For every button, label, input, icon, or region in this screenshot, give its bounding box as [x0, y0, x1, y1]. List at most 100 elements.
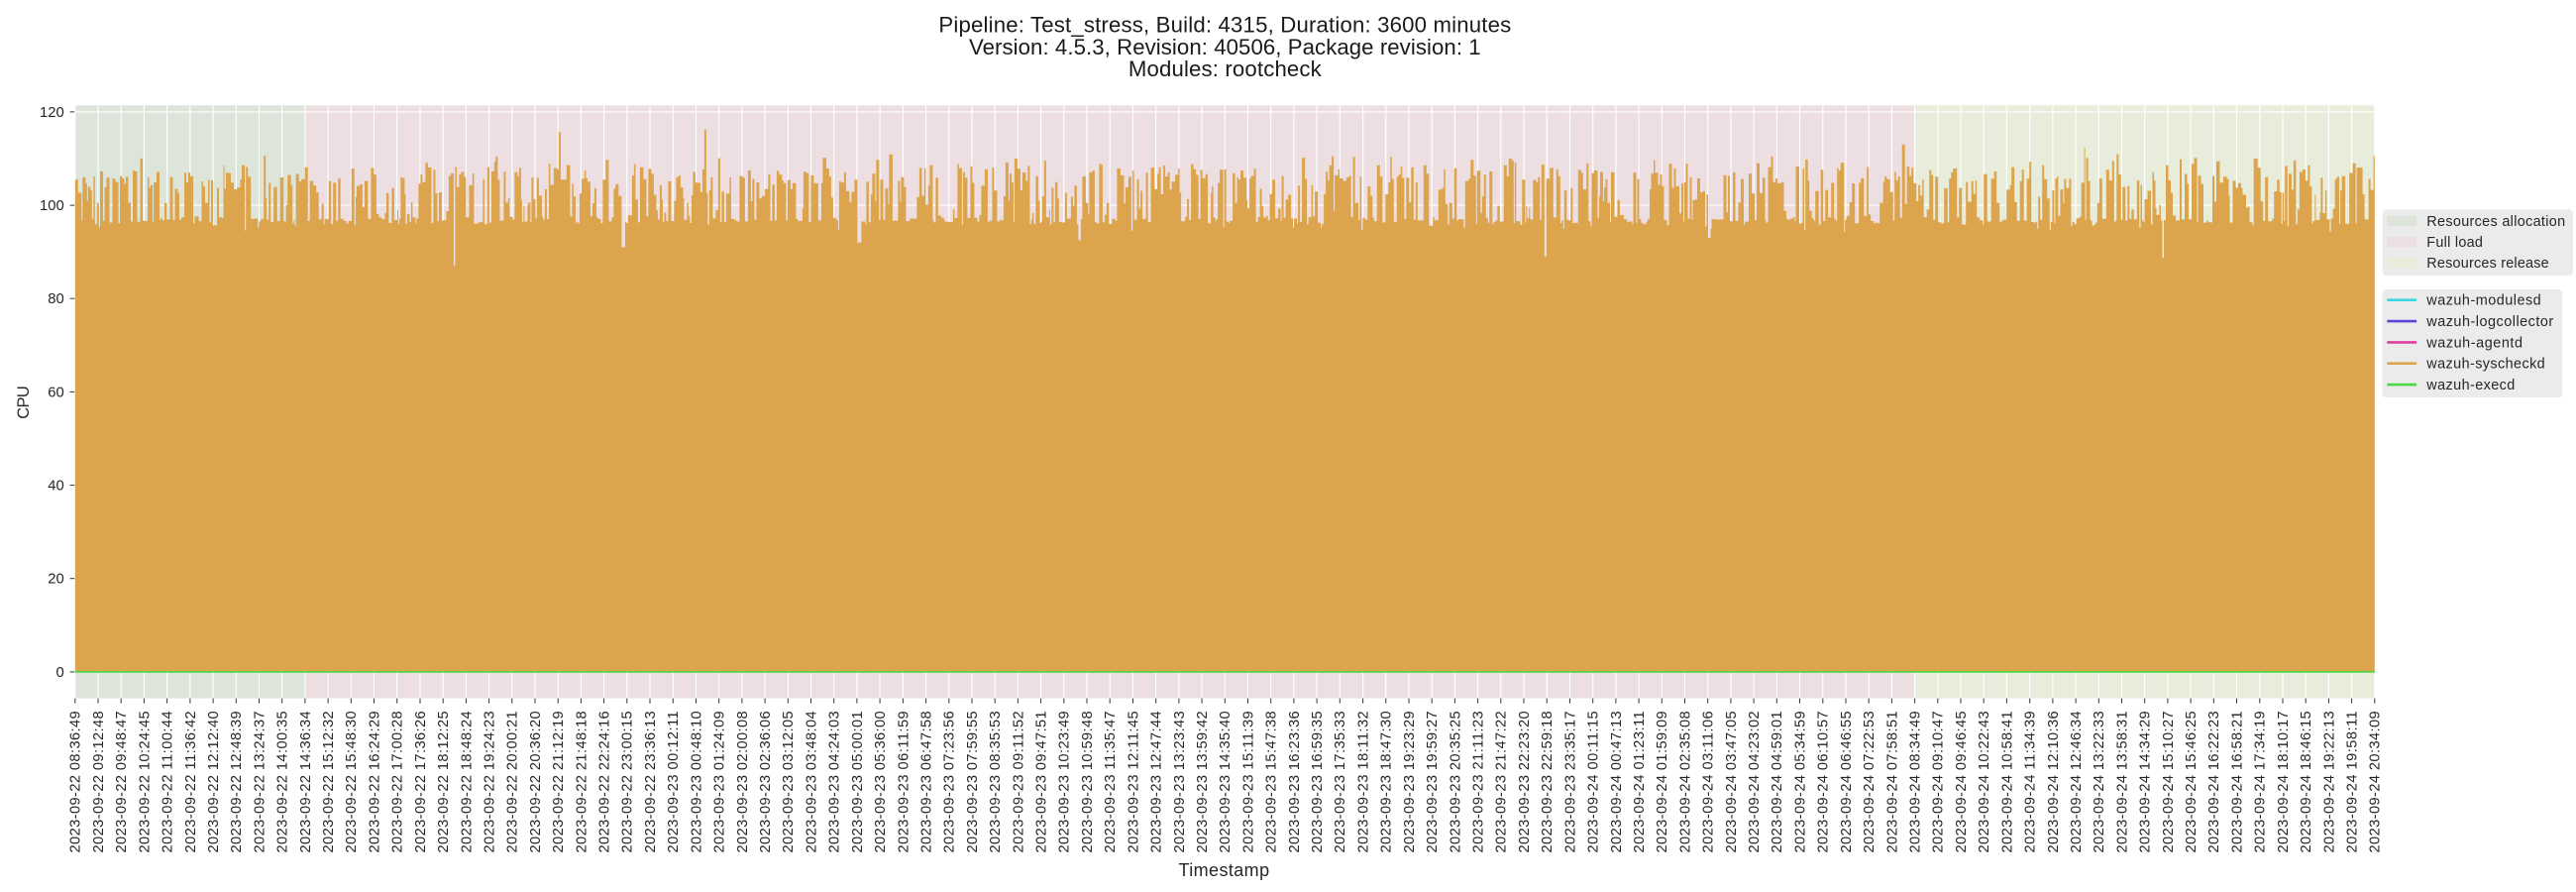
svg-text:2023-09-24 10:58:41: 2023-09-24 10:58:41	[1999, 711, 2015, 852]
svg-text:2023-09-23 01:24:09: 2023-09-23 01:24:09	[712, 711, 728, 852]
svg-text:2023-09-24 03:47:05: 2023-09-24 03:47:05	[1724, 711, 1740, 852]
svg-text:2023-09-24 16:22:23: 2023-09-24 16:22:23	[2206, 711, 2222, 852]
svg-text:2023-09-24 06:10:57: 2023-09-24 06:10:57	[1816, 711, 1832, 852]
svg-text:2023-09-23 19:23:29: 2023-09-23 19:23:29	[1402, 711, 1418, 852]
svg-text:60: 60	[48, 385, 63, 400]
svg-text:2023-09-24 01:23:11: 2023-09-24 01:23:11	[1632, 711, 1648, 852]
svg-text:CPU: CPU	[15, 386, 33, 419]
svg-text:2023-09-22 14:00:35: 2023-09-22 14:00:35	[275, 711, 291, 852]
svg-text:2023-09-23 07:59:55: 2023-09-23 07:59:55	[965, 711, 981, 852]
svg-text:2023-09-22 12:48:39: 2023-09-22 12:48:39	[229, 711, 245, 852]
svg-text:2023-09-23 22:59:18: 2023-09-23 22:59:18	[1540, 711, 1556, 852]
svg-text:2023-09-24 09:10:47: 2023-09-24 09:10:47	[1931, 711, 1947, 852]
svg-text:2023-09-23 15:47:38: 2023-09-23 15:47:38	[1264, 711, 1280, 852]
svg-text:2023-09-23 15:11:39: 2023-09-23 15:11:39	[1240, 711, 1256, 852]
svg-text:2023-09-22 18:12:25: 2023-09-22 18:12:25	[436, 711, 452, 852]
svg-text:2023-09-22 20:36:20: 2023-09-22 20:36:20	[528, 711, 544, 852]
svg-text:2023-09-24 15:46:25: 2023-09-24 15:46:25	[2184, 711, 2200, 852]
svg-text:2023-09-23 21:47:22: 2023-09-23 21:47:22	[1494, 711, 1510, 852]
svg-text:Resources allocation: Resources allocation	[2426, 214, 2565, 230]
svg-text:2023-09-23 00:12:11: 2023-09-23 00:12:11	[666, 711, 682, 852]
svg-text:2023-09-23 03:48:04: 2023-09-23 03:48:04	[804, 711, 819, 852]
svg-text:2023-09-24 04:59:01: 2023-09-24 04:59:01	[1770, 711, 1785, 852]
svg-text:100: 100	[40, 198, 64, 214]
svg-text:2023-09-24 03:11:06: 2023-09-24 03:11:06	[1701, 711, 1717, 852]
svg-text:Pipeline: Test_stress, Build:: Pipeline: Test_stress, Build: 4315, Dura…	[938, 13, 1511, 38]
svg-text:2023-09-24 01:59:09: 2023-09-24 01:59:09	[1655, 711, 1670, 852]
svg-text:wazuh-agentd: wazuh-agentd	[2425, 335, 2522, 351]
svg-text:2023-09-24 12:46:34: 2023-09-24 12:46:34	[2069, 711, 2085, 852]
svg-text:Modules: rootcheck: Modules: rootcheck	[1128, 56, 1323, 81]
svg-text:2023-09-24 13:58:31: 2023-09-24 13:58:31	[2114, 711, 2130, 852]
svg-text:2023-09-22 14:36:34: 2023-09-22 14:36:34	[298, 711, 314, 852]
svg-text:2023-09-23 09:47:51: 2023-09-23 09:47:51	[1034, 711, 1050, 852]
svg-text:2023-09-24 13:22:33: 2023-09-24 13:22:33	[2092, 711, 2107, 852]
svg-text:2023-09-23 10:23:49: 2023-09-23 10:23:49	[1057, 711, 1073, 852]
svg-text:2023-09-23 11:35:47: 2023-09-23 11:35:47	[1103, 711, 1119, 852]
svg-text:2023-09-22 10:24:45: 2023-09-22 10:24:45	[137, 711, 153, 852]
svg-text:2023-09-23 18:47:30: 2023-09-23 18:47:30	[1379, 711, 1395, 852]
svg-text:2023-09-23 13:59:42: 2023-09-23 13:59:42	[1195, 711, 1211, 852]
svg-text:2023-09-22 16:24:29: 2023-09-22 16:24:29	[367, 711, 382, 852]
svg-text:2023-09-22 23:00:15: 2023-09-22 23:00:15	[620, 711, 636, 852]
svg-text:2023-09-22 13:24:37: 2023-09-22 13:24:37	[252, 711, 268, 852]
svg-text:wazuh-syscheckd: wazuh-syscheckd	[2425, 357, 2544, 373]
svg-text:2023-09-23 06:47:58: 2023-09-23 06:47:58	[919, 711, 935, 852]
svg-text:2023-09-22 08:36:49: 2023-09-22 08:36:49	[68, 711, 84, 852]
svg-text:2023-09-24 18:46:15: 2023-09-24 18:46:15	[2299, 711, 2314, 852]
svg-text:2023-09-23 19:59:27: 2023-09-23 19:59:27	[1425, 711, 1441, 852]
svg-text:wazuh-execd: wazuh-execd	[2425, 378, 2515, 393]
svg-text:40: 40	[48, 479, 63, 495]
svg-text:2023-09-23 23:35:17: 2023-09-23 23:35:17	[1562, 711, 1578, 852]
svg-text:2023-09-23 16:59:35: 2023-09-23 16:59:35	[1310, 711, 1326, 852]
svg-text:2023-09-24 05:34:59: 2023-09-24 05:34:59	[1793, 711, 1809, 852]
svg-text:2023-09-23 05:00:01: 2023-09-23 05:00:01	[850, 711, 866, 852]
svg-text:2023-09-24 17:34:19: 2023-09-24 17:34:19	[2253, 711, 2269, 852]
svg-text:2023-09-24 10:22:43: 2023-09-24 10:22:43	[1977, 711, 1992, 852]
svg-text:2023-09-24 07:22:53: 2023-09-24 07:22:53	[1862, 711, 1878, 852]
svg-text:2023-09-22 19:24:23: 2023-09-22 19:24:23	[483, 711, 498, 852]
svg-text:2023-09-23 21:11:23: 2023-09-23 21:11:23	[1471, 711, 1487, 852]
svg-text:2023-09-23 10:59:48: 2023-09-23 10:59:48	[1080, 711, 1096, 852]
svg-text:2023-09-24 18:10:17: 2023-09-24 18:10:17	[2276, 711, 2292, 852]
svg-text:2023-09-24 09:46:45: 2023-09-24 09:46:45	[1954, 711, 1970, 852]
svg-text:2023-09-24 06:46:55: 2023-09-24 06:46:55	[1839, 711, 1855, 852]
svg-text:2023-09-22 12:12:40: 2023-09-22 12:12:40	[206, 711, 222, 852]
svg-text:2023-09-22 21:12:19: 2023-09-22 21:12:19	[551, 711, 567, 852]
svg-text:20: 20	[48, 572, 63, 588]
svg-text:2023-09-24 12:10:36: 2023-09-24 12:10:36	[2046, 711, 2062, 852]
svg-text:Resources release: Resources release	[2426, 256, 2548, 272]
svg-text:2023-09-24 00:47:13: 2023-09-24 00:47:13	[1609, 711, 1625, 852]
svg-text:2023-09-24 02:35:08: 2023-09-24 02:35:08	[1677, 711, 1693, 852]
svg-text:2023-09-23 12:11:45: 2023-09-23 12:11:45	[1126, 711, 1141, 852]
svg-text:2023-09-22 11:00:44: 2023-09-22 11:00:44	[161, 711, 176, 852]
svg-text:2023-09-22 22:24:16: 2023-09-22 22:24:16	[597, 711, 613, 852]
svg-text:2023-09-23 20:35:25: 2023-09-23 20:35:25	[1448, 711, 1463, 852]
svg-text:2023-09-24 11:34:39: 2023-09-24 11:34:39	[2023, 711, 2039, 852]
svg-text:2023-09-23 04:24:03: 2023-09-23 04:24:03	[827, 711, 843, 852]
svg-text:2023-09-23 13:23:43: 2023-09-23 13:23:43	[1172, 711, 1188, 852]
svg-text:wazuh-logcollector: wazuh-logcollector	[2425, 314, 2553, 330]
svg-text:2023-09-23 17:35:33: 2023-09-23 17:35:33	[1333, 711, 1348, 852]
svg-text:2023-09-22 18:48:24: 2023-09-22 18:48:24	[459, 711, 475, 852]
svg-text:Full load: Full load	[2426, 235, 2483, 251]
svg-text:2023-09-22 17:00:28: 2023-09-22 17:00:28	[390, 711, 406, 852]
svg-text:80: 80	[48, 291, 63, 307]
svg-text:2023-09-24 04:23:02: 2023-09-24 04:23:02	[1747, 711, 1763, 852]
svg-text:2023-09-24 19:22:13: 2023-09-24 19:22:13	[2321, 711, 2337, 852]
svg-text:2023-09-22 20:00:21: 2023-09-22 20:00:21	[505, 711, 521, 852]
svg-text:2023-09-22 11:36:42: 2023-09-22 11:36:42	[183, 711, 199, 852]
svg-text:2023-09-24 00:11:15: 2023-09-24 00:11:15	[1586, 711, 1602, 852]
svg-text:120: 120	[40, 105, 64, 121]
svg-text:2023-09-23 02:00:08: 2023-09-23 02:00:08	[735, 711, 751, 852]
svg-text:2023-09-23 09:11:52: 2023-09-23 09:11:52	[1011, 711, 1026, 852]
svg-text:wazuh-modulesd: wazuh-modulesd	[2425, 293, 2540, 309]
svg-text:2023-09-23 07:23:56: 2023-09-23 07:23:56	[942, 711, 958, 852]
svg-text:2023-09-23 14:35:40: 2023-09-23 14:35:40	[1218, 711, 1234, 852]
svg-text:2023-09-23 08:35:53: 2023-09-23 08:35:53	[988, 711, 1004, 852]
svg-text:2023-09-22 17:36:26: 2023-09-22 17:36:26	[413, 711, 429, 852]
svg-text:2023-09-24 16:58:21: 2023-09-24 16:58:21	[2229, 711, 2245, 852]
svg-text:2023-09-22 09:48:47: 2023-09-22 09:48:47	[114, 711, 130, 852]
svg-text:2023-09-22 23:36:13: 2023-09-22 23:36:13	[643, 711, 659, 852]
svg-text:2023-09-23 03:12:05: 2023-09-23 03:12:05	[781, 711, 797, 852]
